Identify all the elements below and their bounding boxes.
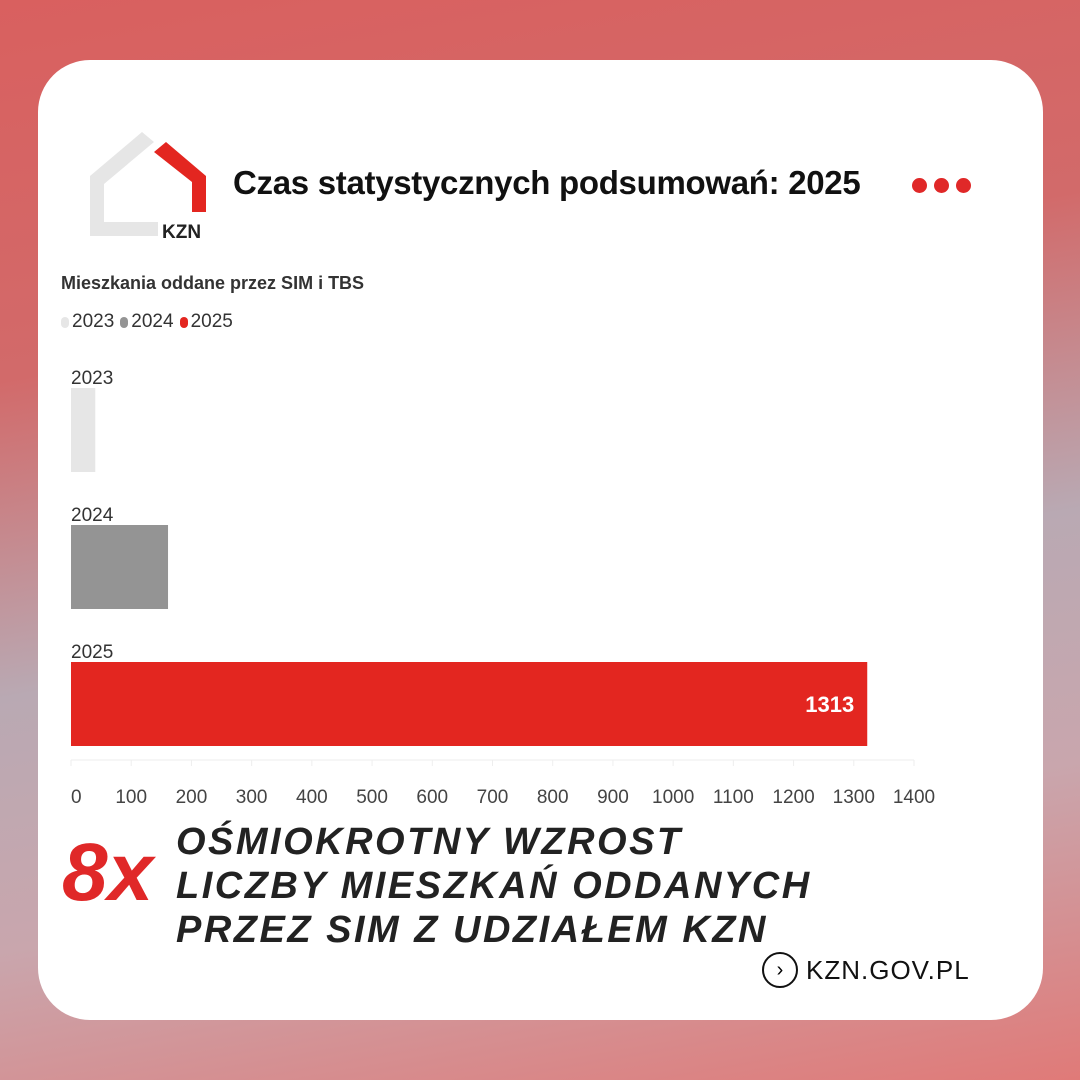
- bar-chart: 2023 2024 2025 1313 0 100 200 300 400 500 600 700 80…: [70, 368, 935, 808]
- bar-data-label: 1313: [805, 692, 854, 717]
- x-tick-label: 100: [115, 787, 147, 808]
- chart-legend: 2023 2024 2025: [61, 311, 233, 333]
- bar-category-label: 2024: [71, 505, 114, 526]
- x-tick-label: 400: [296, 787, 328, 808]
- card: [38, 60, 1043, 1020]
- x-tick-label: 300: [236, 787, 268, 808]
- bar-2023: [71, 388, 96, 472]
- logo-text: KZN: [162, 222, 201, 243]
- dots-icon: [912, 178, 971, 193]
- headline-line: LICZBY MIESZKAŃ ODDANYCH: [176, 865, 812, 907]
- chevron-right-circle-icon: ›: [762, 952, 798, 988]
- bar-2025: [71, 662, 868, 746]
- x-tick-label: 1400: [893, 787, 935, 808]
- legend-item-2025: 2025: [179, 311, 233, 333]
- x-tick-label: 800: [537, 787, 569, 808]
- website-link[interactable]: › KZN.GOV.PL: [762, 952, 970, 988]
- legend-item-2023: 2023: [61, 311, 114, 333]
- x-tick-label: 1200: [772, 787, 814, 808]
- x-tick-label: 1000: [652, 787, 694, 808]
- kzn-logo: KZN: [90, 132, 206, 243]
- x-tick-label: 900: [597, 787, 629, 808]
- x-tick-label: 1300: [833, 787, 875, 808]
- x-tick-label: 1100: [713, 787, 754, 808]
- website-link-text: KZN.GOV.PL: [806, 954, 970, 985]
- x-tick-label: 500: [356, 787, 388, 808]
- x-tick-label: 0: [71, 787, 82, 808]
- headline-line: PRZEZ SIM Z UDZIAŁEM KZN: [176, 909, 768, 951]
- bar-category-label: 2025: [71, 642, 113, 663]
- chart-title: Mieszkania oddane przez SIM i TBS: [61, 273, 365, 293]
- bar-category-label: 2023: [71, 368, 113, 389]
- legend-item-2024: 2024: [120, 311, 174, 333]
- x-tick-label: 600: [416, 787, 448, 808]
- headline-line: OŚMIOKROTNY WZROST: [176, 821, 683, 863]
- multiplier: 8x: [62, 827, 154, 918]
- page-title: Czas statystycznych podsumowań: 2025: [233, 164, 861, 201]
- x-tick-label: 700: [477, 787, 509, 808]
- bar-2024: [71, 525, 169, 609]
- x-tick-label: 200: [176, 787, 208, 808]
- headline: OŚMIOKROTNY WZROST LICZBY MIESZKAŃ ODDAN…: [176, 820, 812, 952]
